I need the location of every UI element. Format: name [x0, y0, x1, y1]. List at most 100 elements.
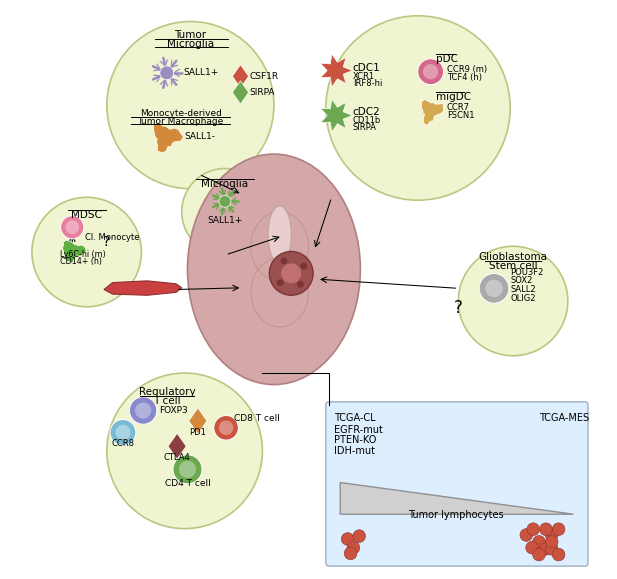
Text: CCR7: CCR7	[447, 104, 470, 112]
Polygon shape	[233, 81, 249, 104]
Circle shape	[297, 281, 304, 288]
Text: POU3F2: POU3F2	[510, 267, 544, 277]
Polygon shape	[189, 408, 207, 434]
Polygon shape	[168, 433, 186, 459]
Text: FOXP3: FOXP3	[159, 406, 188, 415]
Text: pDC: pDC	[436, 54, 458, 64]
Circle shape	[423, 64, 439, 79]
Text: CCR9 (m): CCR9 (m)	[447, 65, 487, 74]
Ellipse shape	[268, 206, 291, 263]
Circle shape	[32, 197, 141, 307]
Circle shape	[219, 420, 233, 435]
Circle shape	[353, 530, 365, 543]
Text: TCGA-CL: TCGA-CL	[334, 413, 376, 423]
Text: ?: ?	[454, 299, 463, 317]
Circle shape	[110, 420, 136, 445]
Ellipse shape	[188, 154, 360, 384]
Text: Microglia: Microglia	[167, 39, 214, 49]
Circle shape	[300, 263, 307, 270]
Text: EGFR-mut: EGFR-mut	[334, 425, 383, 435]
Text: FSCN1: FSCN1	[447, 111, 474, 120]
Circle shape	[532, 536, 545, 548]
Circle shape	[520, 529, 532, 541]
Circle shape	[458, 246, 568, 356]
Text: SIRPA: SIRPA	[250, 88, 275, 97]
Circle shape	[552, 523, 565, 536]
Polygon shape	[104, 281, 182, 295]
Text: CTLA4: CTLA4	[164, 453, 191, 462]
Circle shape	[281, 258, 288, 265]
Polygon shape	[421, 100, 444, 126]
Text: TCF4 (h): TCF4 (h)	[447, 73, 482, 82]
Circle shape	[418, 59, 444, 85]
Circle shape	[107, 21, 274, 189]
Text: migDC: migDC	[436, 93, 471, 102]
Polygon shape	[154, 122, 183, 152]
FancyBboxPatch shape	[326, 402, 588, 566]
Text: ?: ?	[103, 234, 110, 248]
Text: Tumor: Tumor	[175, 30, 207, 40]
Polygon shape	[62, 240, 86, 263]
Circle shape	[552, 548, 565, 561]
Circle shape	[65, 220, 79, 234]
Polygon shape	[233, 65, 249, 88]
Text: Regulatory: Regulatory	[139, 387, 196, 397]
Circle shape	[347, 541, 360, 554]
Circle shape	[479, 273, 509, 303]
Text: OLIG2: OLIG2	[510, 294, 536, 303]
Circle shape	[182, 168, 268, 255]
Text: SOX2: SOX2	[510, 276, 532, 285]
Text: PD1: PD1	[189, 428, 206, 437]
Circle shape	[214, 416, 238, 440]
Circle shape	[179, 460, 196, 478]
Circle shape	[341, 533, 354, 545]
Circle shape	[130, 397, 157, 424]
Text: TCGA-MES: TCGA-MES	[539, 413, 589, 423]
Text: SALL1-: SALL1-	[184, 132, 215, 141]
Circle shape	[276, 279, 284, 286]
Circle shape	[135, 402, 151, 419]
Text: cDC1: cDC1	[353, 63, 381, 72]
Circle shape	[539, 543, 552, 555]
Text: CD8 T cell: CD8 T cell	[234, 414, 280, 423]
Circle shape	[545, 529, 558, 541]
Circle shape	[344, 547, 357, 560]
Circle shape	[281, 263, 302, 284]
Text: Ly6C-hi (m): Ly6C-hi (m)	[60, 251, 106, 259]
Circle shape	[60, 215, 84, 239]
Circle shape	[485, 280, 503, 297]
Text: SIRPA: SIRPA	[353, 123, 377, 132]
Text: T cell: T cell	[154, 396, 181, 406]
Text: CD4 T cell: CD4 T cell	[165, 479, 210, 488]
Circle shape	[526, 541, 539, 554]
Text: PTEN-KO: PTEN-KO	[334, 435, 377, 445]
Text: CD14+ (h): CD14+ (h)	[60, 257, 102, 266]
Text: Microglia: Microglia	[201, 179, 249, 189]
Circle shape	[326, 16, 510, 200]
Circle shape	[539, 523, 552, 536]
Circle shape	[173, 455, 202, 484]
Circle shape	[219, 195, 231, 207]
Text: CCR8: CCR8	[112, 439, 135, 448]
Text: CD11b: CD11b	[353, 116, 381, 125]
Text: IDH-mut: IDH-mut	[334, 446, 375, 456]
Circle shape	[527, 523, 539, 536]
Circle shape	[545, 536, 558, 548]
Circle shape	[160, 66, 173, 80]
Text: Monocyte-derived: Monocyte-derived	[139, 109, 222, 118]
Text: Cl. Monocyte: Cl. Monocyte	[85, 233, 139, 242]
Text: MDSC: MDSC	[71, 210, 102, 220]
Text: XCR1: XCR1	[353, 72, 375, 81]
Polygon shape	[340, 482, 574, 514]
Text: Tumor Macrophage: Tumor Macrophage	[138, 116, 224, 126]
Text: Stem cell: Stem cell	[489, 261, 537, 271]
Text: SALL2: SALL2	[510, 285, 536, 294]
Text: IRF8-hi: IRF8-hi	[353, 79, 383, 87]
Circle shape	[269, 251, 313, 295]
Circle shape	[107, 373, 262, 529]
Circle shape	[115, 424, 131, 440]
Polygon shape	[320, 99, 352, 132]
Circle shape	[532, 548, 545, 561]
Text: SALL1+: SALL1+	[183, 68, 218, 78]
Text: Glioblastoma: Glioblastoma	[479, 252, 547, 262]
